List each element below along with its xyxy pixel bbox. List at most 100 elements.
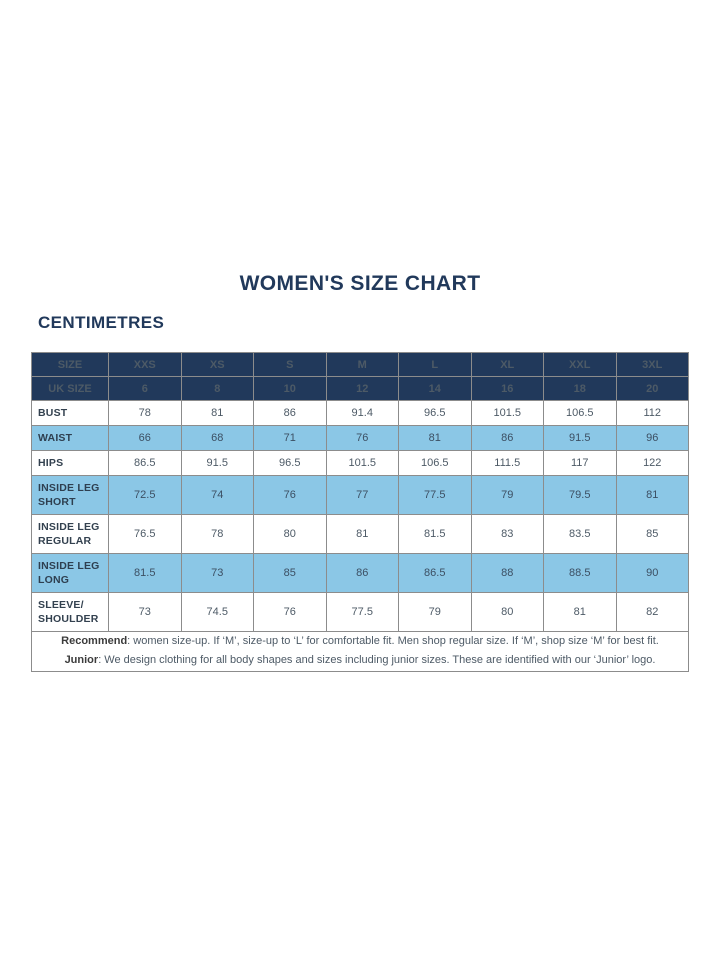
measurement-value-cell: 88.5 xyxy=(543,553,617,593)
measurement-row-label: WAIST xyxy=(31,425,109,451)
measurement-row-label: HIPS xyxy=(31,450,109,476)
measurement-value-cell: 66 xyxy=(108,425,182,451)
header-size-cell: 6 xyxy=(108,376,182,401)
measurement-row: INSIDE LEG REGULAR 76.5 78 80 81 81.5 83 83.5 85 xyxy=(31,514,689,554)
measurement-value-cell: 81 xyxy=(325,514,399,554)
header-size-cell: 20 xyxy=(615,376,689,401)
measurement-row-label: INSIDE LEG REGULAR xyxy=(31,514,109,554)
header-size-cell: L xyxy=(398,352,472,377)
header-size-cell: 3XL xyxy=(615,352,689,377)
measurement-value-cell: 96 xyxy=(615,425,689,451)
measurement-value-cell: 81 xyxy=(180,400,254,426)
measurement-row: INSIDE LEG SHORT 72.5 74 76 77 77.5 79 79.5 81 xyxy=(31,475,689,515)
measurement-value-cell: 117 xyxy=(543,450,617,476)
measurement-row: BUST 78 81 86 91.4 96.5 101.5 106.5 112 xyxy=(31,400,689,426)
measurement-value-cell: 81 xyxy=(543,592,617,632)
header-size-cell: 8 xyxy=(180,376,254,401)
measurement-value-cell: 79 xyxy=(470,475,544,515)
header-size-cell: 10 xyxy=(253,376,327,401)
measurement-value-cell: 78 xyxy=(108,400,182,426)
header-row-label: UK SIZE xyxy=(31,376,109,401)
measurement-value-cell: 76 xyxy=(325,425,399,451)
footnote-line-recommend: Recommend: women size-up. If ‘M’, size-u… xyxy=(34,632,686,651)
size-table: SIZE XXS XS S M L XL XXL 3XL UK SIZE 6 8 10 12 14 16 18 2… xyxy=(31,352,689,672)
header-row-label: SIZE xyxy=(31,352,109,377)
size-table-footnote: Recommend: women size-up. If ‘M’, size-u… xyxy=(31,631,689,672)
footnote-line-junior: Junior: We design clothing for all body … xyxy=(34,651,686,670)
measurement-row-label: BUST xyxy=(31,400,109,426)
measurement-value-cell: 85 xyxy=(253,553,327,593)
measurement-value-cell: 68 xyxy=(180,425,254,451)
measurement-value-cell: 79 xyxy=(398,592,472,632)
measurement-value-cell: 86 xyxy=(470,425,544,451)
measurement-value-cell: 90 xyxy=(615,553,689,593)
measurement-value-cell: 106.5 xyxy=(398,450,472,476)
footnote-row: Recommend: women size-up. If ‘M’, size-u… xyxy=(31,631,689,672)
measurement-value-cell: 81 xyxy=(398,425,472,451)
measurement-row-label: INSIDE LEG SHORT xyxy=(31,475,109,515)
measurement-row: HIPS 86.5 91.5 96.5 101.5 106.5 111.5 117 122 xyxy=(31,450,689,476)
size-table-body: BUST 78 81 86 91.4 96.5 101.5 106.5 112 WAIST 66 68… xyxy=(31,400,689,632)
header-size-cell: XXL xyxy=(543,352,617,377)
page-title: WOMEN'S SIZE CHART xyxy=(239,272,481,295)
measurement-value-cell: 79.5 xyxy=(543,475,617,515)
measurement-value-cell: 101.5 xyxy=(325,450,399,476)
measurement-value-cell: 96.5 xyxy=(253,450,327,476)
measurement-value-cell: 81.5 xyxy=(398,514,472,554)
measurement-value-cell: 111.5 xyxy=(470,450,544,476)
measurement-value-cell: 77.5 xyxy=(325,592,399,632)
measurement-value-cell: 71 xyxy=(253,425,327,451)
header-size-cell: XS xyxy=(180,352,254,377)
measurement-value-cell: 74.5 xyxy=(180,592,254,632)
measurement-value-cell: 82 xyxy=(615,592,689,632)
measurement-value-cell: 77 xyxy=(325,475,399,515)
header-size-cell: S xyxy=(253,352,327,377)
measurement-row: SLEEVE/ SHOULDER 73 74.5 76 77.5 79 80 81 82 xyxy=(31,592,689,632)
measurement-value-cell: 83 xyxy=(470,514,544,554)
header-row: SIZE XXS XS S M L XL XXL 3XL xyxy=(31,352,689,377)
header-row: UK SIZE 6 8 10 12 14 16 18 20 xyxy=(31,376,689,401)
measurement-value-cell: 86.5 xyxy=(398,553,472,593)
measurement-value-cell: 86.5 xyxy=(108,450,182,476)
measurement-value-cell: 80 xyxy=(253,514,327,554)
header-size-cell: 12 xyxy=(325,376,399,401)
measurement-value-cell: 85 xyxy=(615,514,689,554)
measurement-value-cell: 91.5 xyxy=(543,425,617,451)
measurement-value-cell: 91.5 xyxy=(180,450,254,476)
measurement-value-cell: 80 xyxy=(470,592,544,632)
measurement-value-cell: 73 xyxy=(180,553,254,593)
measurement-value-cell: 72.5 xyxy=(108,475,182,515)
measurement-value-cell: 78 xyxy=(180,514,254,554)
header-size-cell: 14 xyxy=(398,376,472,401)
footnote-junior-text: : We design clothing for all body shapes… xyxy=(98,654,656,667)
footnote-recommend-text: : women size-up. If ‘M’, size-up to ‘L’ … xyxy=(127,635,659,647)
header-size-cell: XXS xyxy=(108,352,182,377)
footnote-cell: Recommend: women size-up. If ‘M’, size-u… xyxy=(31,631,689,672)
measurement-value-cell: 76.5 xyxy=(108,514,182,554)
footnote-recommend-label: Recommend xyxy=(61,635,128,647)
measurement-value-cell: 122 xyxy=(615,450,689,476)
measurement-value-cell: 76 xyxy=(253,475,327,515)
header-size-cell: XL xyxy=(470,352,544,377)
footnote-junior-label: Junior xyxy=(64,654,99,667)
measurement-row-label: INSIDE LEG LONG xyxy=(31,553,109,593)
measurement-row: WAIST 66 68 71 76 81 86 91.5 96 xyxy=(31,425,689,451)
measurement-value-cell: 77.5 xyxy=(398,475,472,515)
measurement-row: INSIDE LEG LONG 81.5 73 85 86 86.5 88 88.5 90 xyxy=(31,553,689,593)
measurement-value-cell: 96.5 xyxy=(398,400,472,426)
header-size-cell: 18 xyxy=(543,376,617,401)
header-size-cell: 16 xyxy=(470,376,544,401)
measurement-value-cell: 106.5 xyxy=(543,400,617,426)
measurement-value-cell: 76 xyxy=(253,592,327,632)
units-label: CENTIMETRES xyxy=(38,313,165,332)
measurement-value-cell: 83.5 xyxy=(543,514,617,554)
measurement-value-cell: 86 xyxy=(253,400,327,426)
measurement-value-cell: 112 xyxy=(615,400,689,426)
size-table-header: SIZE XXS XS S M L XL XXL 3XL UK SIZE 6 8 10 12 14 16 18 2… xyxy=(31,352,689,401)
header-size-cell: M xyxy=(325,352,399,377)
measurement-row-label: SLEEVE/ SHOULDER xyxy=(31,592,109,632)
measurement-value-cell: 86 xyxy=(325,553,399,593)
measurement-value-cell: 88 xyxy=(470,553,544,593)
measurement-value-cell: 81 xyxy=(615,475,689,515)
